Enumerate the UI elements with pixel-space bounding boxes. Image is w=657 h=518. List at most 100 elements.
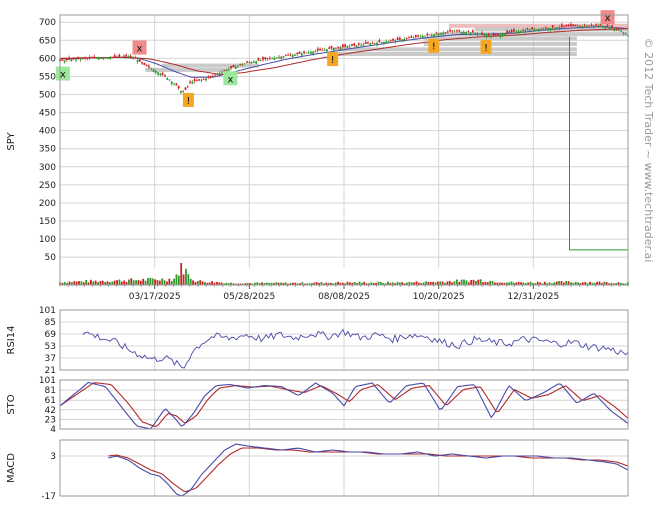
candle-body xyxy=(113,55,116,57)
volume-bar xyxy=(192,280,194,285)
volume-bar xyxy=(125,281,128,285)
candle-body xyxy=(449,29,451,32)
candle-body xyxy=(419,36,422,38)
candle-body xyxy=(451,30,454,32)
volume-bar xyxy=(463,279,465,285)
price-tick-label: 100 xyxy=(39,235,56,245)
price-tick-label: 300 xyxy=(39,163,56,173)
volume-bar xyxy=(448,280,451,285)
candle-body xyxy=(590,24,593,26)
volume-bar xyxy=(327,282,330,285)
candle-body xyxy=(551,25,554,28)
volume-bar xyxy=(68,281,71,285)
volume-bar xyxy=(553,282,556,285)
support-resistance-band xyxy=(449,23,628,28)
volume-bar xyxy=(551,283,553,285)
volume-bar xyxy=(572,282,575,285)
volume-bar xyxy=(341,282,344,285)
volume-bar xyxy=(439,281,442,285)
sell-signal-marker xyxy=(600,10,615,25)
volume-bar xyxy=(624,283,627,285)
volume-bar xyxy=(313,282,316,285)
candle-body xyxy=(255,61,258,64)
volume-bar xyxy=(106,281,109,285)
candle-body xyxy=(355,45,358,48)
candle-body xyxy=(371,42,374,44)
candle-body xyxy=(143,62,146,65)
candle-body xyxy=(189,81,191,83)
volume-bar xyxy=(303,283,306,285)
volume-bar xyxy=(579,283,582,285)
volume-bar xyxy=(223,283,225,285)
volume-bar xyxy=(529,281,532,285)
x-tick-label: 03/17/2025 xyxy=(129,292,181,302)
candle-body xyxy=(453,31,456,33)
volume-bar xyxy=(524,283,527,285)
candle-body xyxy=(305,52,308,54)
volume-bar xyxy=(560,281,563,285)
candle-body xyxy=(387,41,390,43)
candle-body xyxy=(339,47,342,50)
volume-bar xyxy=(272,283,275,285)
candle-body xyxy=(211,75,214,77)
volume-bar xyxy=(398,282,401,285)
candle-body xyxy=(191,81,194,84)
candle-body xyxy=(330,46,333,49)
candle-body xyxy=(606,24,609,27)
candle-body xyxy=(481,32,483,35)
candle-body xyxy=(592,25,595,27)
volume-bar xyxy=(425,281,427,285)
candle-body xyxy=(79,58,82,60)
candle-body xyxy=(533,29,536,31)
volume-bar xyxy=(429,282,432,285)
candle-body xyxy=(141,62,144,64)
volume-bar xyxy=(605,281,608,285)
volume-bar xyxy=(158,280,161,285)
rsi-line xyxy=(82,328,629,369)
volume-bar xyxy=(622,283,625,285)
volume-bar xyxy=(382,282,385,285)
volume-bar xyxy=(123,280,126,285)
alert-signal-marker xyxy=(327,52,339,67)
volume-bar xyxy=(496,282,499,285)
candle-body xyxy=(574,24,577,27)
candle-body xyxy=(367,42,369,44)
alert-signal-label: ! xyxy=(432,42,436,53)
volume-bar xyxy=(170,281,173,285)
candle-body xyxy=(597,25,600,26)
volume-bar xyxy=(356,283,358,285)
volume-bar xyxy=(187,274,190,285)
volume-bar xyxy=(567,281,570,285)
volume-bar xyxy=(562,282,565,285)
candle-body xyxy=(84,57,86,59)
rsi-tick-label: 85 xyxy=(45,318,56,328)
candle-body xyxy=(570,23,572,27)
volume-bar xyxy=(574,281,577,285)
candle-body xyxy=(145,64,148,67)
volume-bar xyxy=(173,278,175,285)
candle-body xyxy=(348,46,351,47)
volume-bar xyxy=(220,282,223,285)
volume-bar xyxy=(206,282,209,285)
candle-body xyxy=(184,87,187,90)
price-tick-label: 200 xyxy=(39,199,56,209)
candle-body xyxy=(227,69,230,70)
candle-body xyxy=(168,79,171,81)
candle-body xyxy=(497,33,499,35)
candle-body xyxy=(476,33,479,35)
volume-bar xyxy=(256,282,259,285)
volume-bar xyxy=(120,281,123,285)
candle-body xyxy=(335,47,337,49)
candle-body xyxy=(346,46,349,48)
candle-body xyxy=(257,58,260,61)
candle-body xyxy=(209,75,212,77)
candle-body xyxy=(586,25,588,27)
volume-bar xyxy=(610,282,613,285)
candle-body xyxy=(120,56,123,58)
volume-bar xyxy=(365,283,368,285)
candle-body xyxy=(576,26,579,28)
price-tick-label: 250 xyxy=(39,181,56,191)
candle-body xyxy=(182,91,185,93)
volume-bar xyxy=(608,283,610,285)
candle-body xyxy=(91,57,93,59)
